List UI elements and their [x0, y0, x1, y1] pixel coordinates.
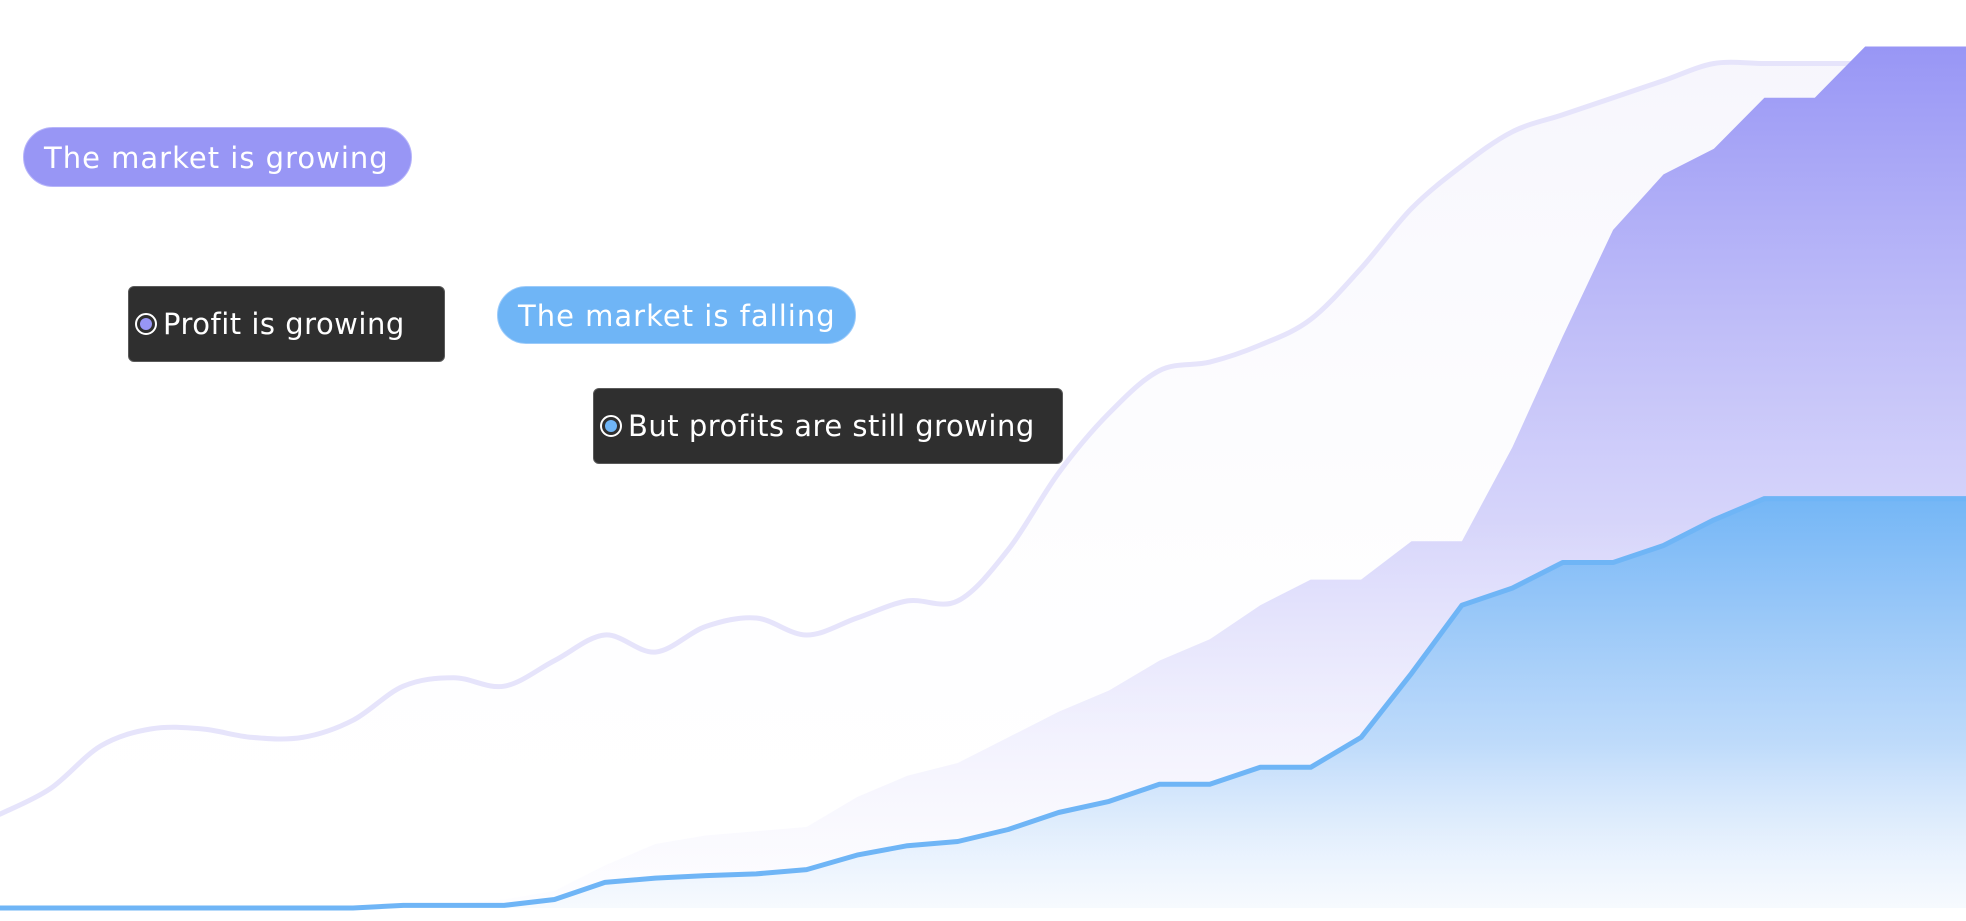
- annotation-pill-market-growing: The market is growing: [23, 127, 412, 187]
- annotation-label: The market is growing: [44, 141, 389, 175]
- area-series-2-edge: [0, 496, 1966, 911]
- annotation-callout-profits-still-growing: But profits are still growing: [593, 388, 1063, 464]
- annotation-pill-market-falling: The market is falling: [497, 286, 856, 344]
- annotation-callout-profit-growing: Profit is growing: [128, 286, 445, 362]
- annotation-label: The market is falling: [518, 299, 836, 333]
- line-series: [0, 59, 1966, 817]
- series-layer: [0, 46, 1966, 911]
- annotation-label: Profit is growing: [163, 307, 405, 341]
- annotation-label: But profits are still growing: [628, 409, 1035, 443]
- marker-dot-icon: [600, 415, 622, 437]
- marker-dot-icon: [135, 313, 157, 335]
